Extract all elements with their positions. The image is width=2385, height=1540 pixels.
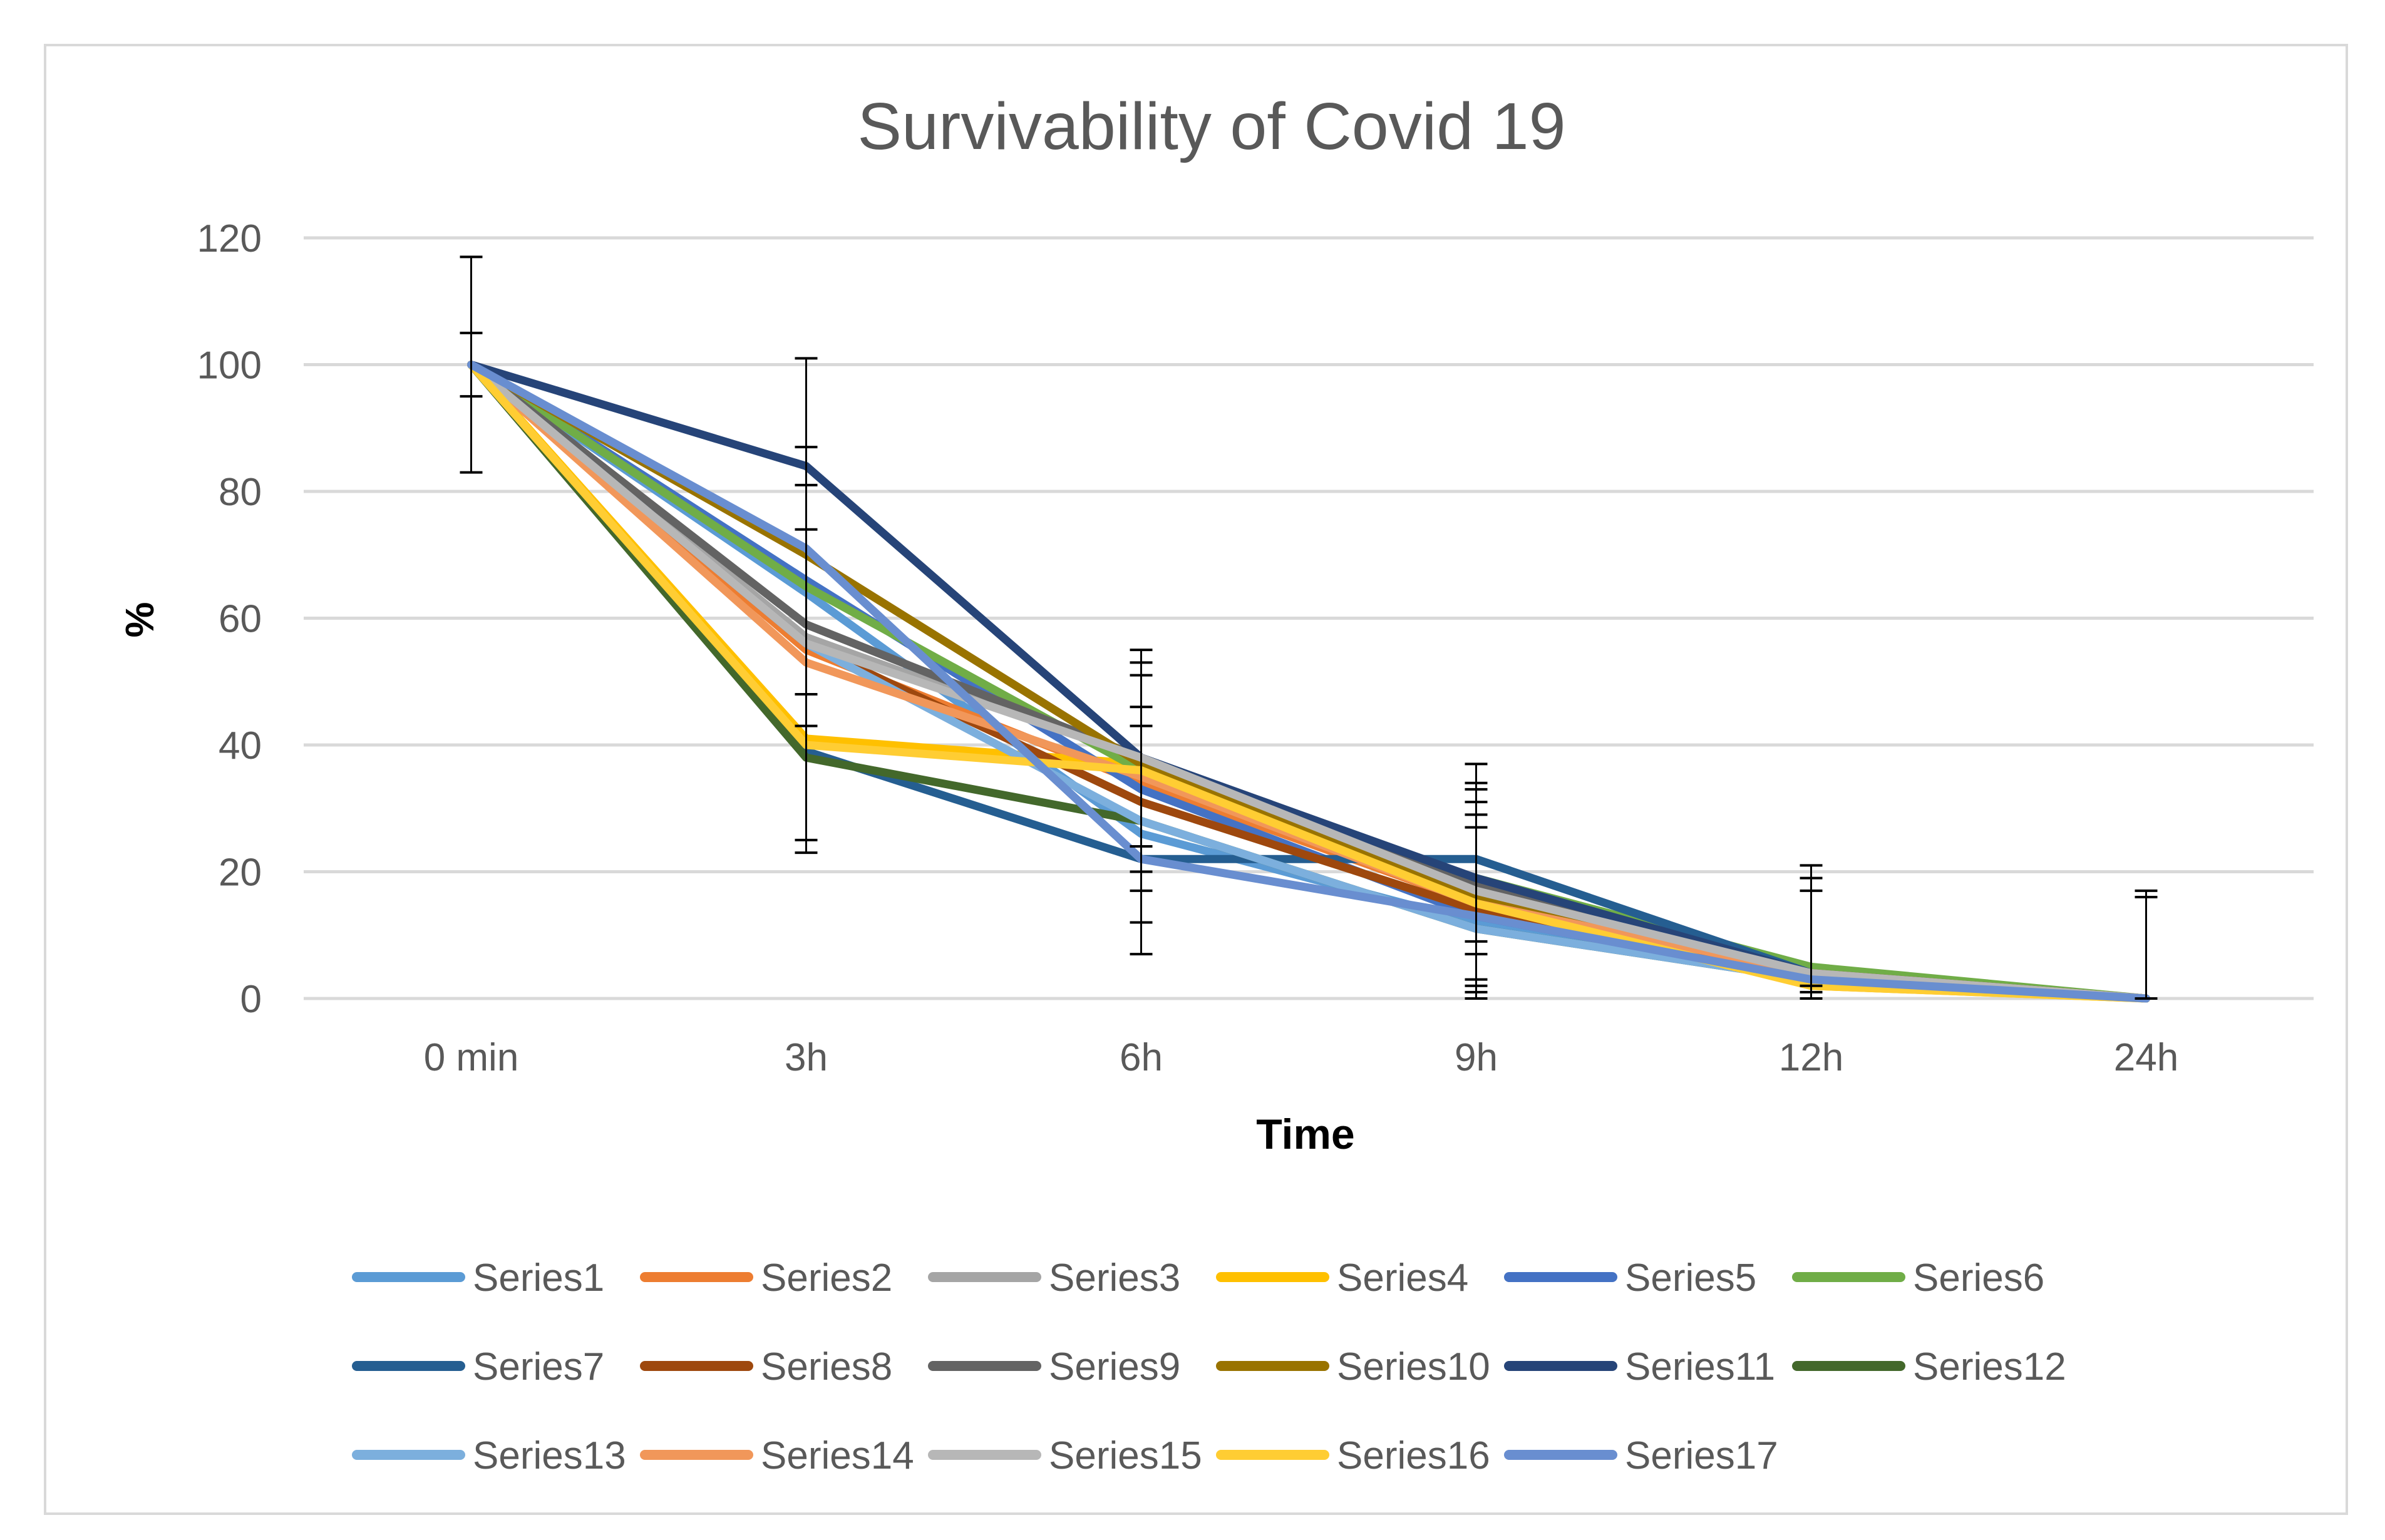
- error-bars: [460, 255, 2158, 1000]
- legend-label: Series14: [761, 1434, 914, 1477]
- series-line-9: [467, 361, 2150, 1003]
- y-tick-label: 120: [197, 217, 262, 260]
- y-axis-ticks: 0 20 40 60 80 100 120: [197, 217, 262, 1021]
- legend-label: Series12: [1913, 1345, 2066, 1389]
- legend-label: Series1: [473, 1256, 604, 1300]
- chart-title: Survivability of Covid 19: [857, 90, 1565, 163]
- series-line-5: [467, 361, 2150, 1003]
- legend: Series1 Series2 Series3 Series4 Series5 Serie…: [352, 1256, 2066, 1477]
- series-line-14: [467, 361, 2150, 1003]
- x-tick-label: 0 min: [424, 1036, 519, 1079]
- x-axis-ticks: 0 min 3h 6h 9h 12h 24h: [424, 1036, 2179, 1079]
- legend-label: Series9: [1049, 1345, 1180, 1389]
- series-line-11: [467, 361, 2150, 1003]
- x-tick-label: 12h: [1779, 1036, 1843, 1079]
- legend-label: Series2: [761, 1256, 892, 1300]
- y-tick-label: 40: [219, 724, 262, 767]
- series-line-7: [467, 361, 2150, 1003]
- legend-label: Series5: [1625, 1256, 1756, 1300]
- y-tick-label: 20: [219, 851, 262, 895]
- x-tick-label: 6h: [1120, 1036, 1163, 1079]
- series-line-1: [467, 361, 2150, 1003]
- legend-label: Series16: [1337, 1434, 1490, 1477]
- x-tick-label: 9h: [1455, 1036, 1498, 1079]
- legend-label: Series8: [761, 1345, 892, 1389]
- legend-label: Series17: [1625, 1434, 1778, 1477]
- legend-label: Series6: [1913, 1256, 2044, 1300]
- legend-label: Series3: [1049, 1256, 1180, 1300]
- series-line-15: [467, 361, 2150, 1003]
- legend-label: Series15: [1049, 1434, 1202, 1477]
- y-tick-label: 60: [219, 598, 262, 641]
- y-tick-label: 0: [240, 978, 262, 1021]
- series-line-8: [467, 361, 2150, 1003]
- y-tick-label: 80: [219, 471, 262, 514]
- legend-label: Series13: [473, 1434, 626, 1477]
- series-line-2: [467, 361, 2150, 1003]
- x-tick-label: 24h: [2114, 1036, 2178, 1079]
- legend-label: Series10: [1337, 1345, 1490, 1389]
- y-axis-label: %: [117, 602, 162, 638]
- legend-label: Series11: [1625, 1345, 1775, 1389]
- series-line-4: [467, 361, 2150, 1003]
- series-line-13: [467, 361, 2150, 1003]
- x-tick-label: 3h: [785, 1036, 828, 1079]
- series-lines: [467, 361, 2150, 1003]
- series-line-3: [467, 361, 2150, 1003]
- series-line-6: [467, 361, 2150, 1003]
- legend-label: Series4: [1337, 1256, 1468, 1300]
- y-tick-label: 100: [197, 344, 262, 388]
- series-line-10: [467, 361, 2150, 1003]
- x-axis-label: Time: [1256, 1111, 1354, 1158]
- series-line-12: [467, 361, 2150, 1003]
- series-line-17: [467, 361, 2150, 1003]
- legend-label: Series7: [473, 1345, 604, 1389]
- series-line-16: [467, 361, 2150, 1003]
